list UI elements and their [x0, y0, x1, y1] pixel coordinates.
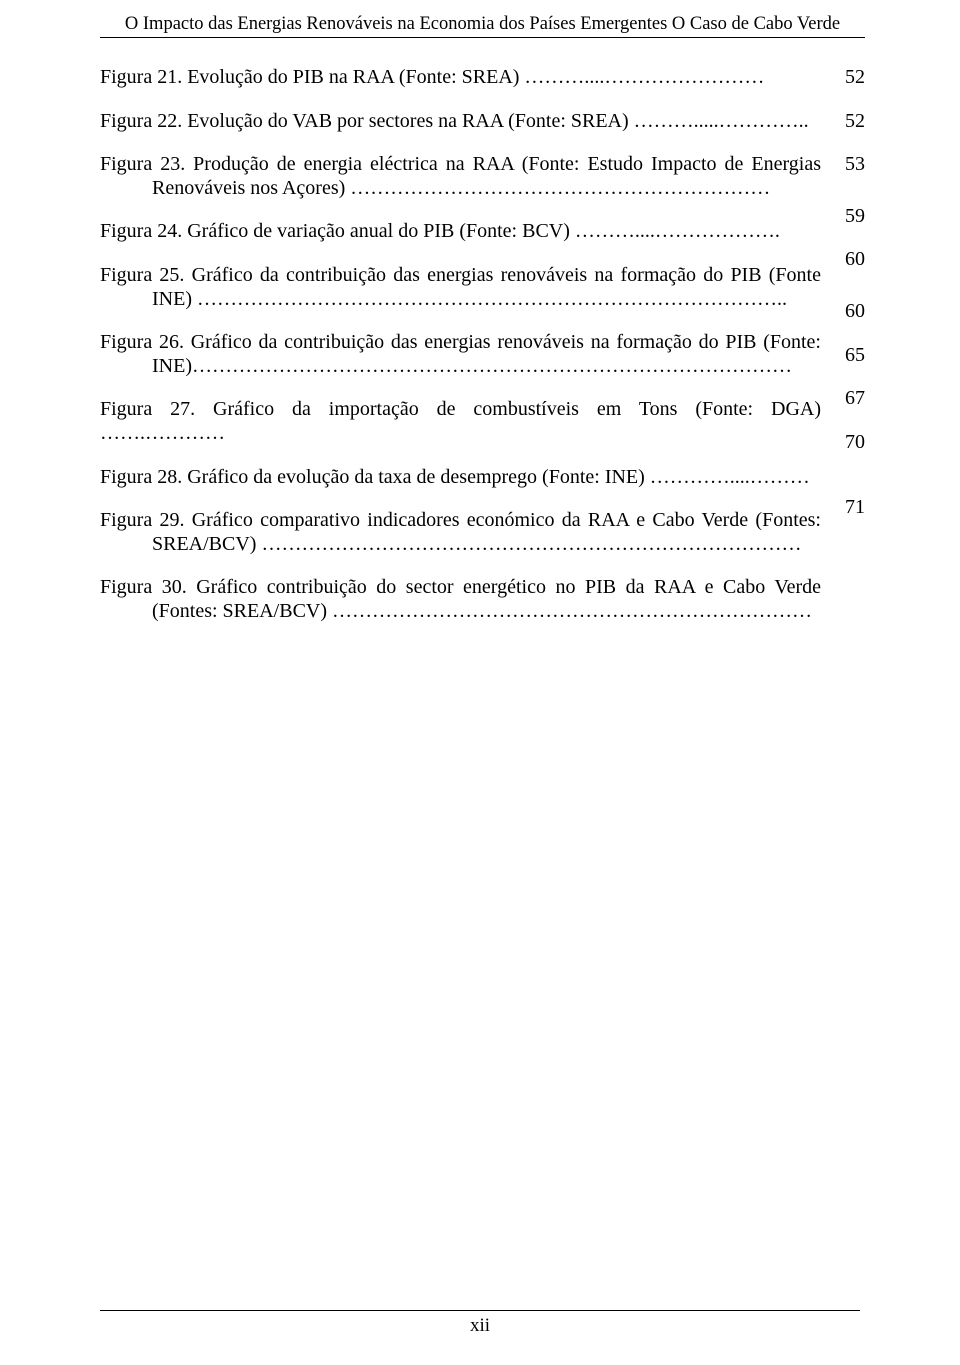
- page-ref: 60: [835, 300, 865, 324]
- page: O Impacto das Energias Renováveis na Eco…: [0, 0, 960, 1365]
- figure-entry: Figura 21. Evolução do PIB na RAA (Fonte…: [100, 66, 821, 90]
- page-ref: 67: [835, 387, 865, 411]
- page-ref: 53: [835, 153, 865, 177]
- page-number: xii: [100, 1310, 860, 1337]
- entries-page-column: 52 52 53 59 60 60 65 67 70 71: [835, 66, 865, 644]
- figure-entry: Figura 22. Evolução do VAB por sectores …: [100, 110, 821, 134]
- list-of-figures: Figura 21. Evolução do PIB na RAA (Fonte…: [100, 66, 865, 644]
- figure-entry: Figura 25. Gráfico da contribuição das e…: [100, 264, 821, 311]
- page-ref: 52: [835, 110, 865, 134]
- entries-text-column: Figura 21. Evolução do PIB na RAA (Fonte…: [100, 66, 821, 644]
- figure-entry: Figura 28. Gráfico da evolução da taxa d…: [100, 466, 821, 490]
- page-ref: 59: [835, 205, 865, 229]
- page-ref: 60: [835, 248, 865, 272]
- figure-entry: Figura 26. Gráfico da contribuição das e…: [100, 331, 821, 378]
- page-ref: 70: [835, 431, 865, 455]
- figure-entry: Figura 23. Produção de energia eléctrica…: [100, 153, 821, 200]
- running-head: O Impacto das Energias Renováveis na Eco…: [100, 14, 865, 38]
- figure-entry: Figura 29. Gráfico comparativo indicador…: [100, 509, 821, 556]
- page-ref: 71: [835, 496, 865, 520]
- page-ref: 65: [835, 344, 865, 368]
- figure-entry: Figura 30. Gráfico contribuição do secto…: [100, 576, 821, 623]
- figure-entry: Figura 24. Gráfico de variação anual do …: [100, 220, 821, 244]
- page-ref: 52: [835, 66, 865, 90]
- figure-entry: Figura 27. Gráfico da importação de comb…: [100, 398, 821, 445]
